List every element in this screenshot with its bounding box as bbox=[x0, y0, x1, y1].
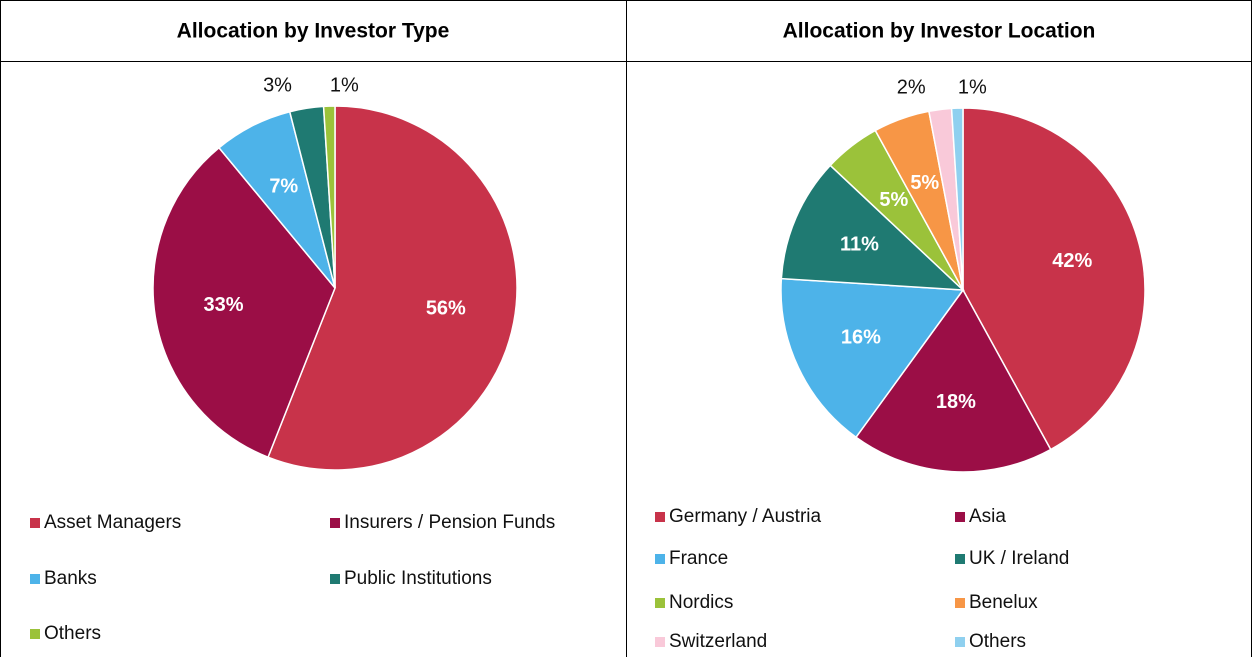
pie-slice bbox=[950, 107, 964, 291]
legend-label: UK / Ireland bbox=[969, 548, 1069, 569]
legend-swatch bbox=[955, 512, 965, 522]
chart-title: Allocation by Investor Type bbox=[177, 20, 450, 43]
legend-label: Others bbox=[44, 623, 101, 644]
legend-swatch bbox=[955, 554, 965, 564]
data-label: 5% bbox=[910, 172, 939, 194]
pie-slice bbox=[152, 146, 336, 459]
legend-label: Asia bbox=[969, 506, 1006, 527]
data-label: 42% bbox=[1052, 250, 1092, 272]
data-label: 3% bbox=[263, 74, 292, 96]
legend-label: Benelux bbox=[969, 592, 1038, 613]
legend-swatch bbox=[955, 598, 965, 608]
legend-swatch bbox=[330, 574, 340, 584]
legend-swatch bbox=[655, 637, 665, 647]
pie-slice bbox=[854, 288, 1052, 473]
chart-title: Allocation by Investor Location bbox=[783, 20, 1096, 43]
legend-swatch bbox=[655, 554, 665, 564]
pie-slice bbox=[267, 105, 518, 471]
legend-label: Asset Managers bbox=[44, 512, 181, 533]
legend-label: Banks bbox=[44, 568, 97, 589]
data-label: 1% bbox=[958, 76, 987, 98]
data-label: 33% bbox=[204, 294, 244, 316]
legend-label: Insurers / Pension Funds bbox=[344, 512, 555, 533]
data-label: 18% bbox=[936, 391, 976, 413]
data-label: 1% bbox=[330, 74, 359, 96]
legend-label: Public Institutions bbox=[344, 568, 492, 589]
data-label: 2% bbox=[897, 76, 926, 98]
data-label: 5% bbox=[879, 189, 908, 211]
data-label: 7% bbox=[269, 176, 298, 198]
legend-label: Nordics bbox=[669, 592, 733, 613]
legend-swatch bbox=[330, 518, 340, 528]
legend-swatch bbox=[655, 512, 665, 522]
pie-slice bbox=[780, 164, 966, 291]
legend-swatch bbox=[655, 598, 665, 608]
legend-label: Others bbox=[969, 631, 1026, 652]
legend-swatch bbox=[30, 518, 40, 528]
data-label: 56% bbox=[426, 297, 466, 319]
pie-slice bbox=[962, 107, 1146, 451]
legend-label: France bbox=[669, 548, 728, 569]
legend-label: Germany / Austria bbox=[669, 506, 821, 527]
pie-slice bbox=[780, 277, 965, 439]
data-label: 11% bbox=[840, 233, 879, 255]
legend-swatch bbox=[30, 574, 40, 584]
pie-slice bbox=[322, 105, 336, 289]
legend-swatch bbox=[30, 629, 40, 639]
legend-swatch bbox=[955, 637, 965, 647]
data-label: 16% bbox=[841, 326, 881, 348]
legend-label: Switzerland bbox=[669, 631, 767, 652]
